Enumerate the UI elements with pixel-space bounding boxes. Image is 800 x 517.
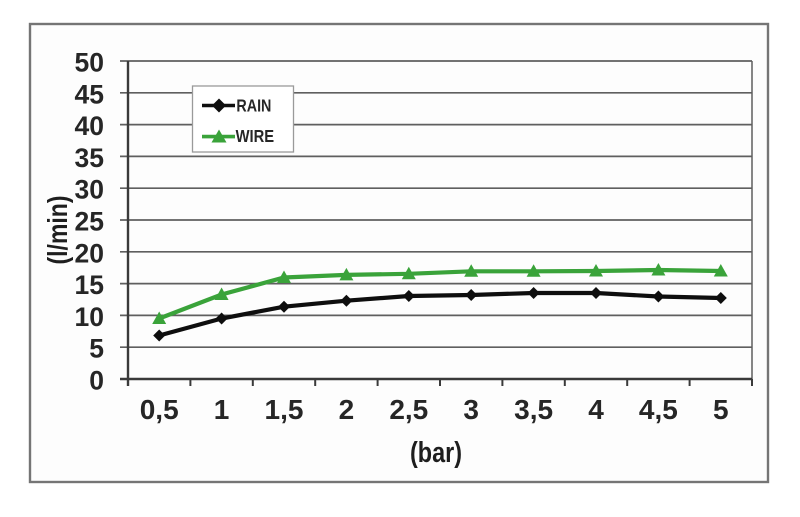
svg-text:40: 40	[75, 111, 104, 141]
svg-text:15: 15	[75, 270, 104, 300]
svg-text:2,5: 2,5	[389, 394, 428, 425]
svg-text:4: 4	[588, 394, 604, 425]
svg-text:30: 30	[75, 175, 104, 205]
svg-text:1: 1	[214, 394, 230, 425]
svg-text:10: 10	[75, 302, 104, 332]
svg-text:5: 5	[713, 394, 729, 425]
svg-text:5: 5	[89, 334, 104, 364]
svg-text:(l/min): (l/min)	[42, 196, 73, 265]
svg-text:2: 2	[339, 394, 355, 425]
svg-text:1,5: 1,5	[265, 394, 304, 425]
svg-text:WIRE: WIRE	[236, 126, 275, 146]
svg-text:20: 20	[75, 238, 104, 268]
svg-text:(bar): (bar)	[410, 437, 462, 469]
svg-text:25: 25	[75, 207, 104, 237]
svg-text:45: 45	[75, 79, 104, 109]
svg-text:0,5: 0,5	[140, 394, 179, 425]
svg-text:50: 50	[75, 48, 104, 78]
svg-text:3,5: 3,5	[514, 394, 553, 425]
svg-text:35: 35	[75, 143, 104, 173]
svg-text:0: 0	[89, 366, 104, 396]
svg-text:4,5: 4,5	[639, 394, 678, 425]
svg-text:RAIN: RAIN	[236, 95, 271, 115]
svg-text:3: 3	[463, 394, 479, 425]
